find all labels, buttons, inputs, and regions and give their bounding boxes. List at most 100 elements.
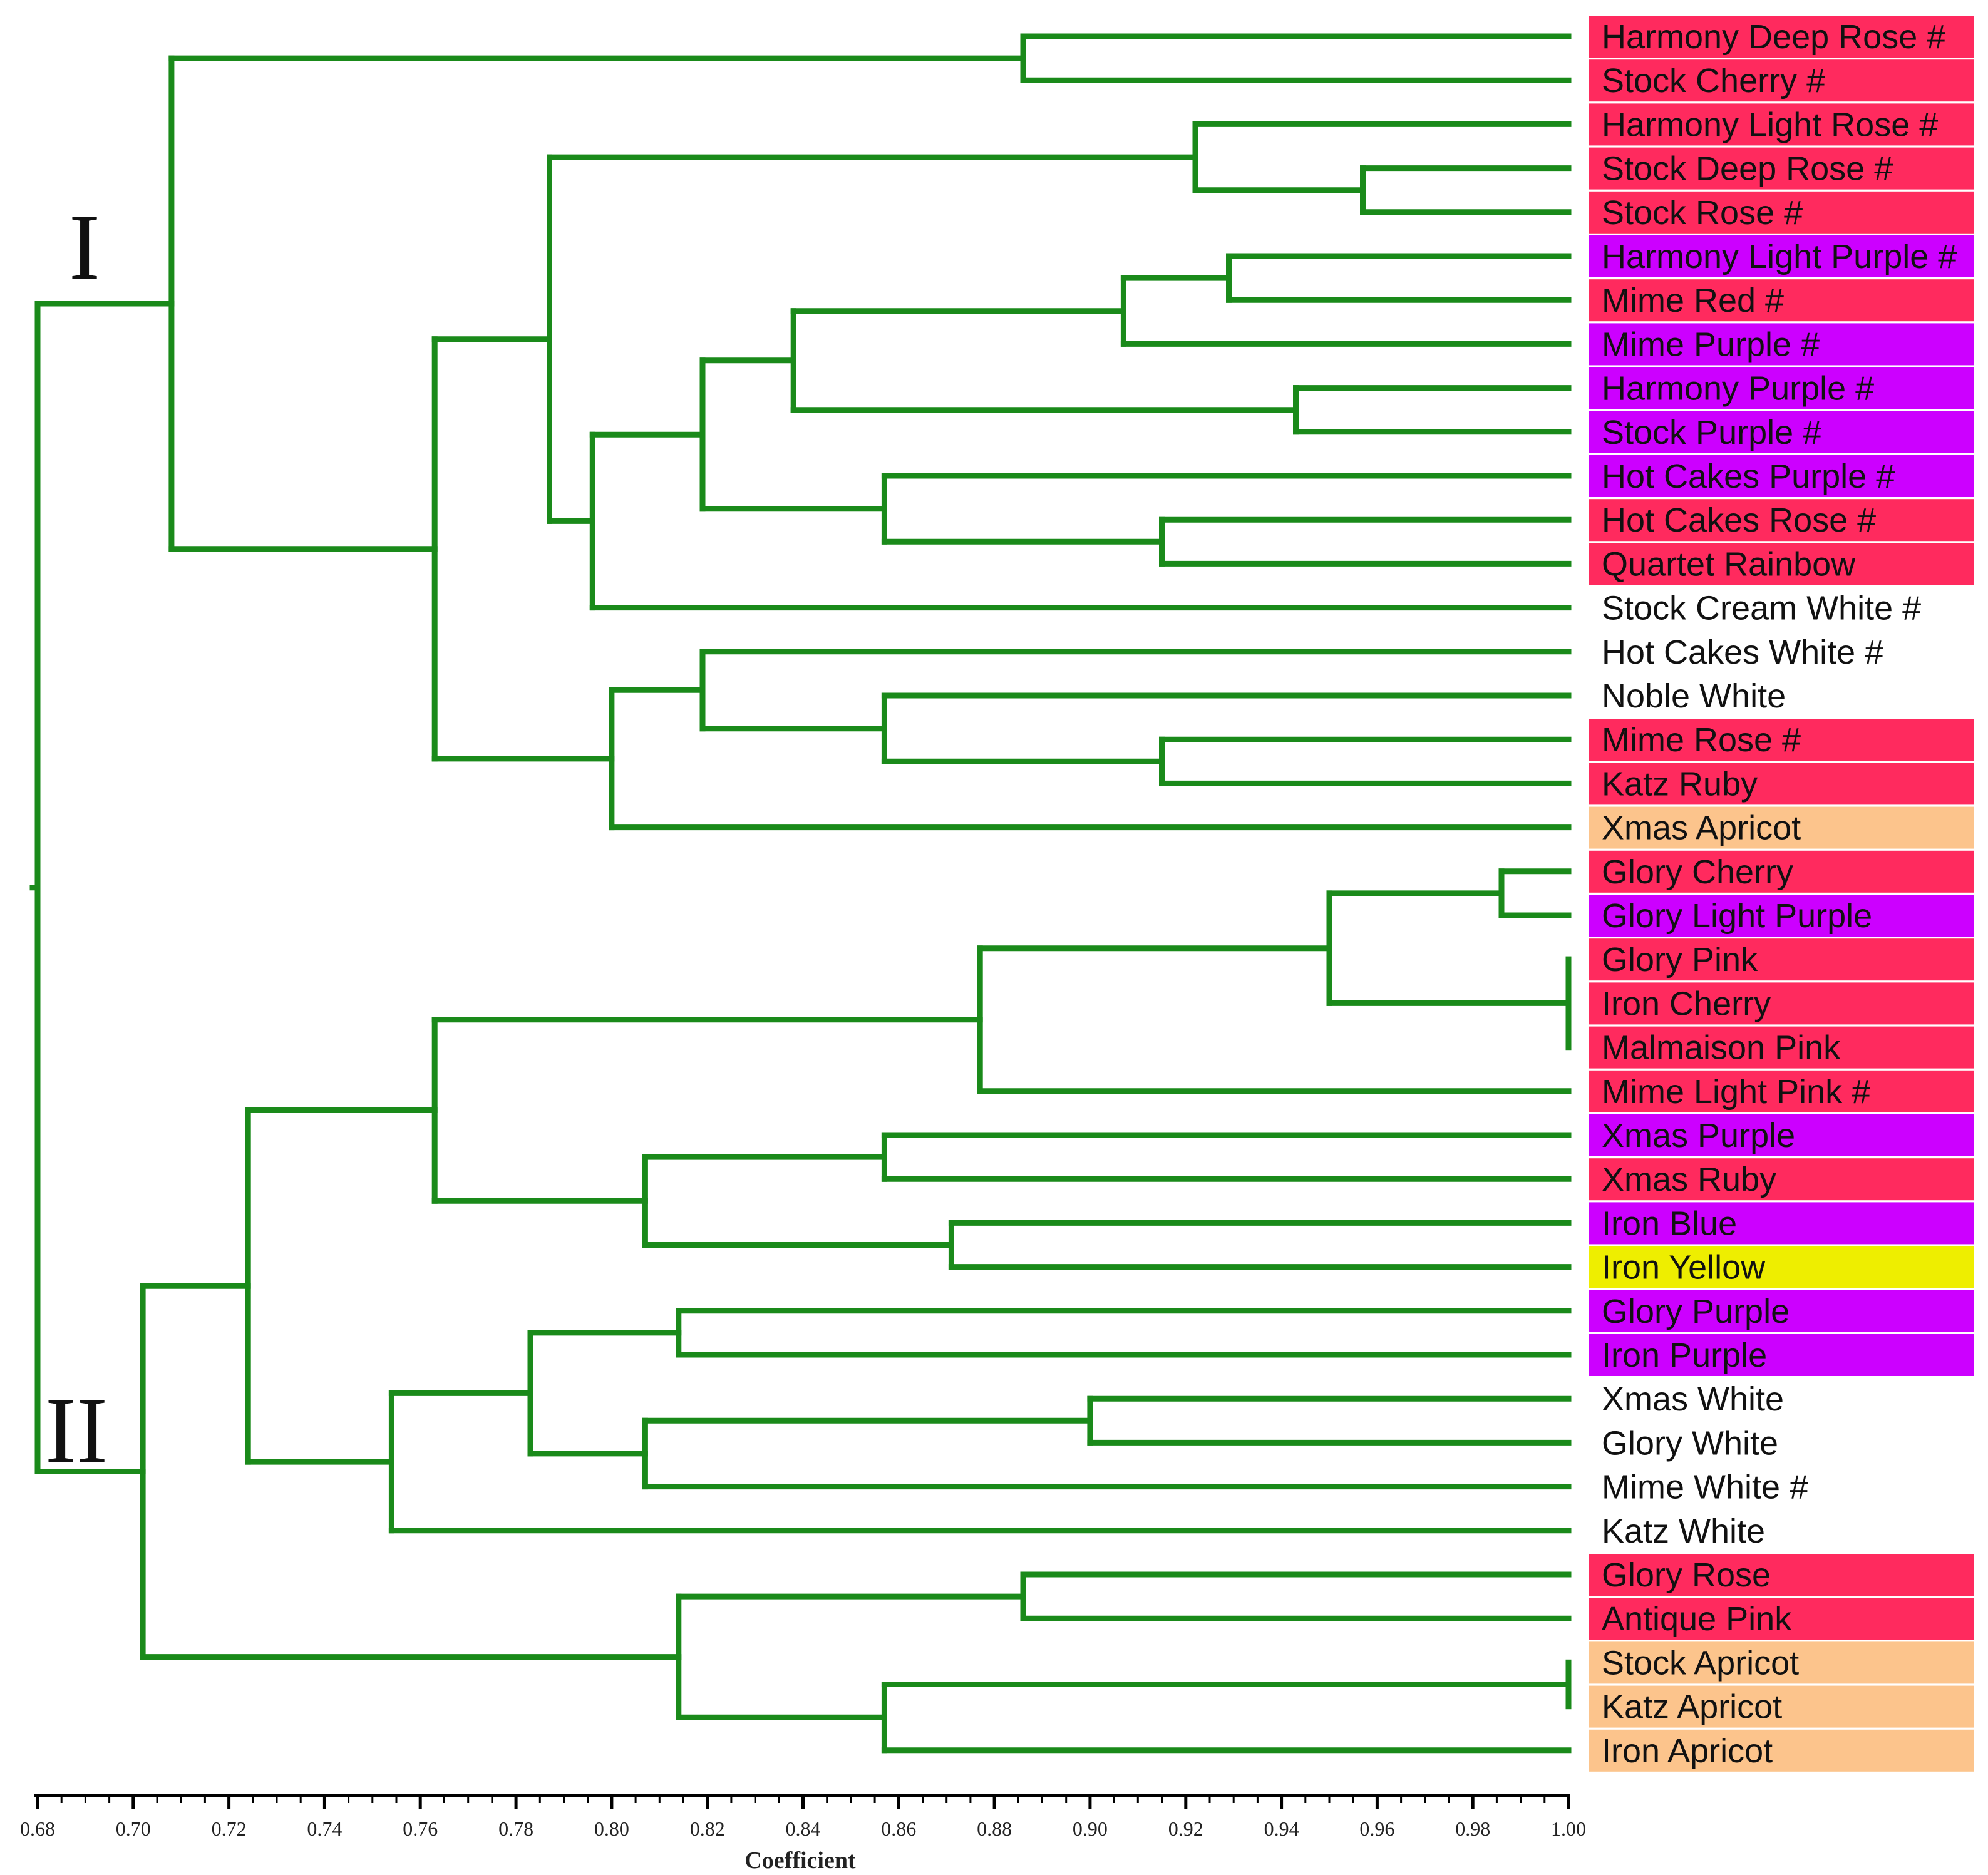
leaf-label: Stock Rose # (1602, 194, 1803, 232)
axis-tick-label: 0.76 (403, 1817, 438, 1840)
axis-tick-label: 0.90 (1073, 1817, 1108, 1840)
leaf-label: Stock Purple # (1602, 414, 1821, 451)
axis-tick-label: 1.00 (1551, 1817, 1586, 1840)
leaf-label: Hot Cakes White # (1602, 634, 1883, 671)
leaf-label: Hot Cakes Purple # (1602, 458, 1895, 495)
leaf-label-bg (1589, 279, 1974, 322)
cluster-label-II: II (45, 1379, 108, 1482)
leaf-label-bg (1589, 1158, 1974, 1201)
leaf-label: Xmas Purple (1602, 1117, 1795, 1154)
leaf-label: Stock Cherry # (1602, 62, 1825, 100)
leaf-label: Katz Ruby (1602, 765, 1758, 803)
leaf-label-bg (1589, 675, 1974, 717)
leaf-label-bg (1589, 455, 1974, 497)
leaf-label: Katz Apricot (1602, 1688, 1782, 1726)
leaf-label-bg (1589, 1466, 1974, 1508)
axis-tick-label: 0.92 (1168, 1817, 1203, 1840)
leaf-label: Harmony Purple # (1602, 370, 1874, 408)
leaf-label-bg (1589, 850, 1974, 893)
leaf-label-bg (1589, 1554, 1974, 1596)
leaf-label: Glory Purple (1602, 1293, 1790, 1330)
leaf-label-bg (1589, 191, 1974, 234)
leaf-label-bg (1589, 630, 1974, 673)
leaf-label-bg (1589, 59, 1974, 102)
leaf-label-bg (1589, 1070, 1974, 1112)
leaf-label-bg (1589, 367, 1974, 409)
axis-title: Coefficient (744, 1847, 856, 1874)
axis-tick-label: 0.88 (977, 1817, 1012, 1840)
leaf-label: Harmony Light Rose # (1602, 106, 1938, 143)
leaf-label: Stock Apricot (1602, 1644, 1799, 1682)
leaf-label: Iron Apricot (1602, 1732, 1773, 1770)
coefficient-axis: 0.68 0.70 0.72 0.74 0.76 0.78 0.80 0.82 0.84 0.86… (20, 1794, 1586, 1874)
axis-tick-label: 0.94 (1264, 1817, 1299, 1840)
leaf-label: Iron Blue (1602, 1205, 1737, 1242)
axis-tick-label: 0.74 (307, 1817, 342, 1840)
leaf-label-bg (1589, 543, 1974, 585)
leaf-label: Xmas Ruby (1602, 1161, 1776, 1198)
leaf-label: Glory Cherry (1602, 853, 1793, 891)
leaf-label: Mime Light Pink # (1602, 1073, 1870, 1111)
leaf-label-bg (1589, 763, 1974, 805)
leaf-label: Malmaison Pink (1602, 1029, 1841, 1067)
leaf-label: Mime White # (1602, 1469, 1808, 1506)
leaf-label: Glory Pink (1602, 941, 1758, 979)
axis-tick-label: 0.96 (1359, 1817, 1394, 1840)
leaf-label-bg (1589, 938, 1974, 981)
leaf-label-bg (1589, 1202, 1974, 1245)
leaf-label-bg (1589, 499, 1974, 542)
leaf-label: Antique Pink (1602, 1600, 1792, 1638)
leaf-label-bg (1589, 1685, 1974, 1728)
axis-tick-label: 0.84 (786, 1817, 821, 1840)
leaf-label: Hot Cakes Rose # (1602, 501, 1876, 539)
leaf-label-bg (1589, 411, 1974, 453)
leaf-label-backgrounds (1589, 16, 1974, 1772)
leaf-label: Stock Deep Rose # (1602, 150, 1893, 188)
leaf-label-bg (1589, 806, 1974, 849)
leaf-label: Mime Rose # (1602, 721, 1801, 759)
leaf-label-bg (1589, 323, 1974, 366)
leaf-label-bg (1589, 103, 1974, 146)
leaf-label-bg (1589, 1334, 1974, 1376)
leaf-label-bg (1589, 1026, 1974, 1069)
axis-tick-label: 0.70 (116, 1817, 151, 1840)
leaf-label-bg (1589, 719, 1974, 761)
axis-tick-label: 0.78 (498, 1817, 533, 1840)
leaf-label-bg (1589, 1422, 1974, 1464)
leaf-label: Katz White (1602, 1513, 1765, 1550)
leaf-label-bg (1589, 235, 1974, 277)
axis-tick-label: 0.82 (690, 1817, 725, 1840)
leaf-label: Harmony Deep Rose # (1602, 18, 1945, 56)
leaf-label: Xmas White (1602, 1380, 1784, 1418)
leaf-label: Stock Cream White # (1602, 590, 1921, 627)
leaf-label: Harmony Light Purple # (1602, 238, 1957, 275)
leaf-label-bg (1589, 587, 1974, 629)
leaf-label: Mime Purple # (1602, 326, 1820, 363)
axis-tick-label: 0.72 (212, 1817, 247, 1840)
leaf-label: Glory White (1602, 1424, 1778, 1462)
leaf-label: Glory Light Purple (1602, 897, 1872, 935)
leaf-label-bg (1589, 1290, 1974, 1332)
leaf-label: Glory Rose (1602, 1556, 1771, 1594)
leaf-label-bg (1589, 147, 1974, 190)
leaf-label-bg (1589, 895, 1974, 937)
leaf-label-bg (1589, 982, 1974, 1025)
dendrogram-branches (29, 33, 1572, 1754)
leaf-label: Iron Cherry (1602, 985, 1771, 1022)
leaf-label-bg (1589, 16, 1974, 58)
leaf-labels: Harmony Deep Rose # Stock Cherry # Harmony… (1602, 18, 1957, 1770)
axis-tick-label: 0.86 (881, 1817, 916, 1840)
leaf-label-bg (1589, 1509, 1974, 1552)
leaf-label-bg (1589, 1641, 1974, 1684)
axis-ticks: 0.68 0.70 0.72 0.74 0.76 0.78 0.80 0.82 0.84 0.86… (20, 1795, 1586, 1840)
axis-tick-label: 0.98 (1455, 1817, 1490, 1840)
leaf-label-bg (1589, 1729, 1974, 1772)
leaf-label-bg (1589, 1378, 1974, 1420)
leaf-label: Mime Red # (1602, 282, 1784, 319)
leaf-label-bg (1589, 1114, 1974, 1156)
leaf-label: Noble White (1602, 677, 1786, 715)
leaf-label-bg (1589, 1246, 1974, 1288)
cluster-label-I: I (69, 195, 100, 299)
leaf-label: Iron Purple (1602, 1337, 1767, 1374)
